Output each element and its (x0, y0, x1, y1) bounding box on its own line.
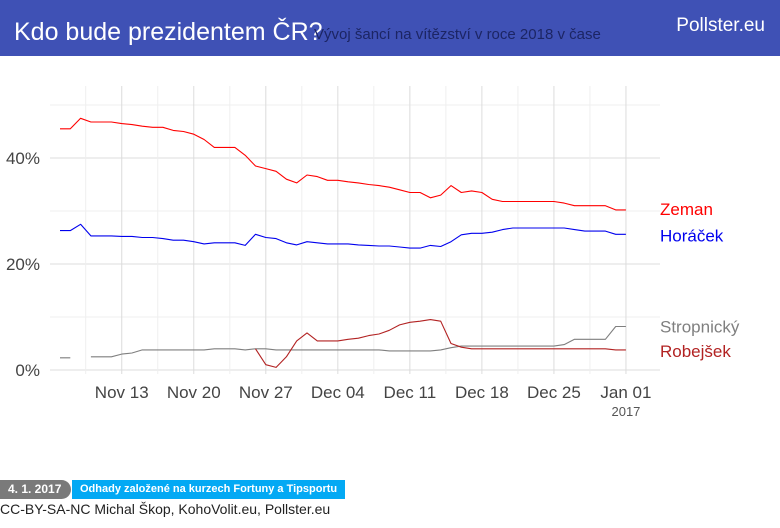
series-label: Horáček (660, 226, 724, 245)
line-chart: Nov 13 Nov 20 Nov 27 Dec 04 Dec 11 Dec 18 Dec … (6, 86, 740, 419)
series-label: Zeman (660, 200, 713, 219)
brand-logo: Pollster.eu (676, 15, 765, 36)
y-tick-label: 0% (15, 361, 40, 380)
x-tick-label: Nov 27 (239, 383, 293, 402)
date-badge: 4. 1. 2017 (0, 480, 72, 499)
x-tick-label: Dec 11 (384, 383, 437, 402)
series-line-robejšek (255, 319, 626, 368)
series-line-zeman (60, 117, 626, 211)
series-line-horáček (60, 223, 626, 249)
note-badge: Odhady založené na kurzech Fortuny a Tip… (72, 480, 346, 499)
series-label: Stropnický (660, 318, 740, 337)
chart-subtitle: Vývoj šancí na vítězství v roce 2018 v č… (314, 26, 601, 43)
x-tick-label: Nov 20 (167, 383, 221, 402)
series-line-stropnický (60, 325, 626, 359)
chart-header: Kdo bude prezidentem ČR? Vývoj šancí na … (0, 0, 780, 56)
x-tick-label: Jan 01 (600, 383, 651, 402)
chart-labels: Nov 13 Nov 20 Nov 27 Dec 04 Dec 11 Dec 18 Dec … (6, 149, 740, 419)
x-tick-label: Dec 25 (527, 383, 581, 402)
series-label: Robejšek (660, 342, 731, 361)
x-tick-label: Dec 04 (311, 383, 365, 402)
x-tick-year: 2017 (611, 404, 640, 419)
chart-series (60, 117, 626, 368)
chart-grid (50, 86, 660, 374)
x-tick-label: Nov 13 (95, 383, 149, 402)
x-tick-label: Dec 18 (455, 383, 509, 402)
credits: CC-BY-SA-NC Michal Škop, KohoVolit.eu, P… (0, 501, 331, 517)
y-tick-label: 20% (6, 255, 40, 274)
y-tick-label: 40% (6, 149, 40, 168)
chart-title: Kdo bude prezidentem ČR? (14, 18, 323, 46)
